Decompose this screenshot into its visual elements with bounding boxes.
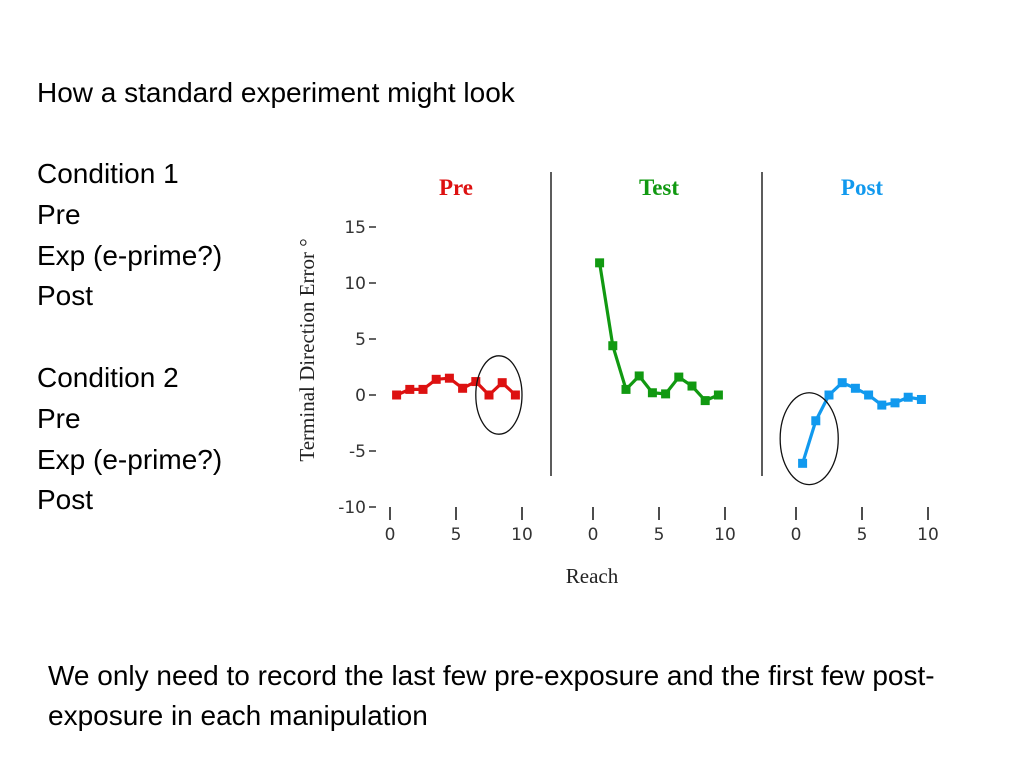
panel-title: Post [841,175,884,200]
data-point [864,390,874,400]
data-point [837,378,847,388]
conditions-list: Condition 1 Pre Exp (e-prime?) Post Cond… [37,157,222,524]
x-tick-label: 10 [917,525,939,545]
series-line [801,381,922,464]
data-point [444,373,454,383]
panel-title: Test [639,175,679,200]
data-point [608,341,618,351]
list-item: Pre [37,198,81,230]
x-tick-label: 5 [857,525,868,545]
y-axis-label: Terminal Direction Error ° [295,238,319,461]
x-tick-label: 10 [714,525,736,545]
data-point [484,390,494,400]
annotation-circle [779,392,839,486]
list-item: Post [37,484,94,516]
data-point [674,372,684,382]
annotation-circle [475,355,523,435]
data-point [510,390,520,400]
data-point [405,384,415,394]
data-point [811,416,821,426]
list-item: Post [37,280,94,312]
data-point [850,383,860,393]
list-item: Exp (e-prime?) [37,239,223,271]
list-item: Condition 1 [37,158,179,189]
data-point [890,398,900,408]
data-point [824,390,834,400]
data-point [471,377,481,387]
list-item: Condition 2 [37,361,179,393]
data-point [700,396,710,406]
y-tick-label: 15 [344,218,366,238]
data-point [687,381,697,391]
series-line [395,376,517,397]
data-point [458,383,468,393]
y-tick-label: -10 [338,498,366,518]
x-tick-label: 0 [588,525,599,545]
data-point [595,258,605,268]
y-tick-label: -5 [349,442,366,462]
data-point [877,400,887,410]
x-tick-label: 0 [791,525,802,545]
x-tick-label: 10 [511,525,533,545]
data-point [621,384,631,394]
data-point [903,392,913,402]
x-tick-label: 0 [385,525,396,545]
data-point [497,378,507,388]
data-point [431,374,441,384]
data-point [647,388,657,398]
list-item: Exp (e-prime?) [37,443,223,475]
list-item: Pre [37,402,81,434]
panel-title: Pre [439,175,473,200]
slide-heading: How a standard experiment might look [37,77,515,108]
data-point [661,389,671,399]
y-tick-label: 0 [355,386,366,406]
series-line [598,262,720,403]
data-point [634,371,644,381]
x-tick-label: 5 [451,525,462,545]
x-axis-label: Reach [566,564,619,588]
y-tick-label: 10 [344,274,366,294]
data-point [418,384,428,394]
x-tick-label: 5 [654,525,665,545]
data-point [916,394,926,404]
data-point [392,390,402,400]
data-point [798,458,808,468]
slide-footer: We only need to record the last few pre-… [48,660,935,731]
y-tick-label: 5 [355,330,366,350]
data-point [713,390,723,400]
